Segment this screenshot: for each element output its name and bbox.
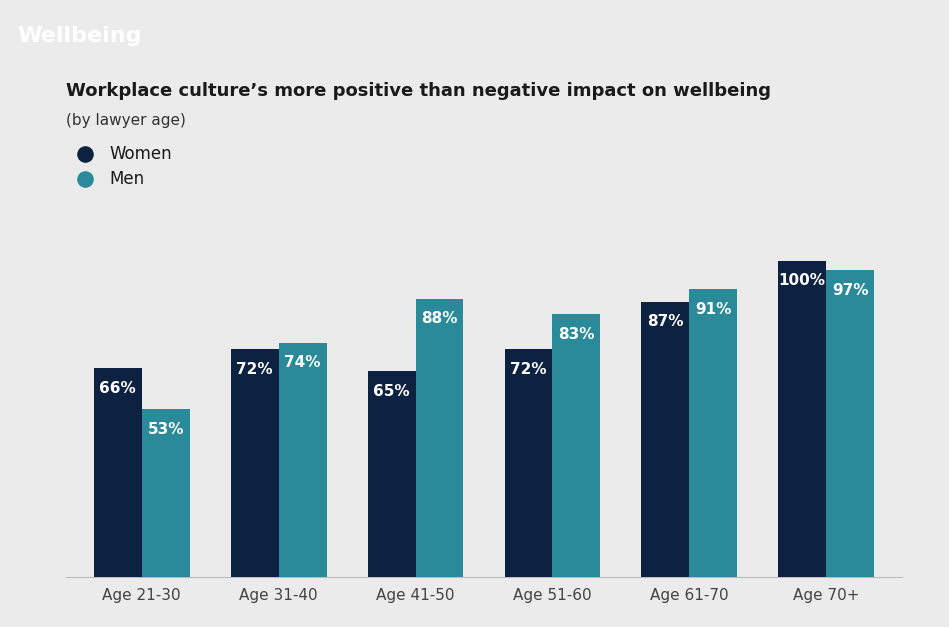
Point <box>78 149 93 159</box>
Bar <box>505 349 552 577</box>
Text: 72%: 72% <box>511 362 547 377</box>
Bar <box>279 343 326 577</box>
Text: 100%: 100% <box>779 273 826 288</box>
Bar <box>231 349 279 577</box>
Text: 74%: 74% <box>285 356 321 371</box>
Bar <box>141 409 190 577</box>
Text: 91%: 91% <box>695 302 732 317</box>
Text: 72%: 72% <box>236 362 273 377</box>
Text: 88%: 88% <box>421 311 457 326</box>
Text: Women: Women <box>109 145 172 162</box>
Text: 65%: 65% <box>373 384 410 399</box>
Text: 97%: 97% <box>832 283 868 298</box>
Text: 83%: 83% <box>558 327 595 342</box>
Text: 87%: 87% <box>647 314 683 329</box>
Point <box>78 174 93 184</box>
Text: Workplace culture’s more positive than negative impact on wellbeing: Workplace culture’s more positive than n… <box>66 82 772 100</box>
Bar <box>552 314 601 577</box>
Bar <box>642 302 689 577</box>
Text: 53%: 53% <box>147 422 184 437</box>
Bar <box>689 289 737 577</box>
Bar <box>416 298 463 577</box>
Bar <box>778 261 827 577</box>
Text: 66%: 66% <box>100 381 136 396</box>
Text: Wellbeing: Wellbeing <box>17 26 141 46</box>
Text: (by lawyer age): (by lawyer age) <box>66 113 186 128</box>
Bar <box>367 371 416 577</box>
Text: Men: Men <box>109 170 144 187</box>
Bar <box>94 368 141 577</box>
Bar <box>827 270 874 577</box>
